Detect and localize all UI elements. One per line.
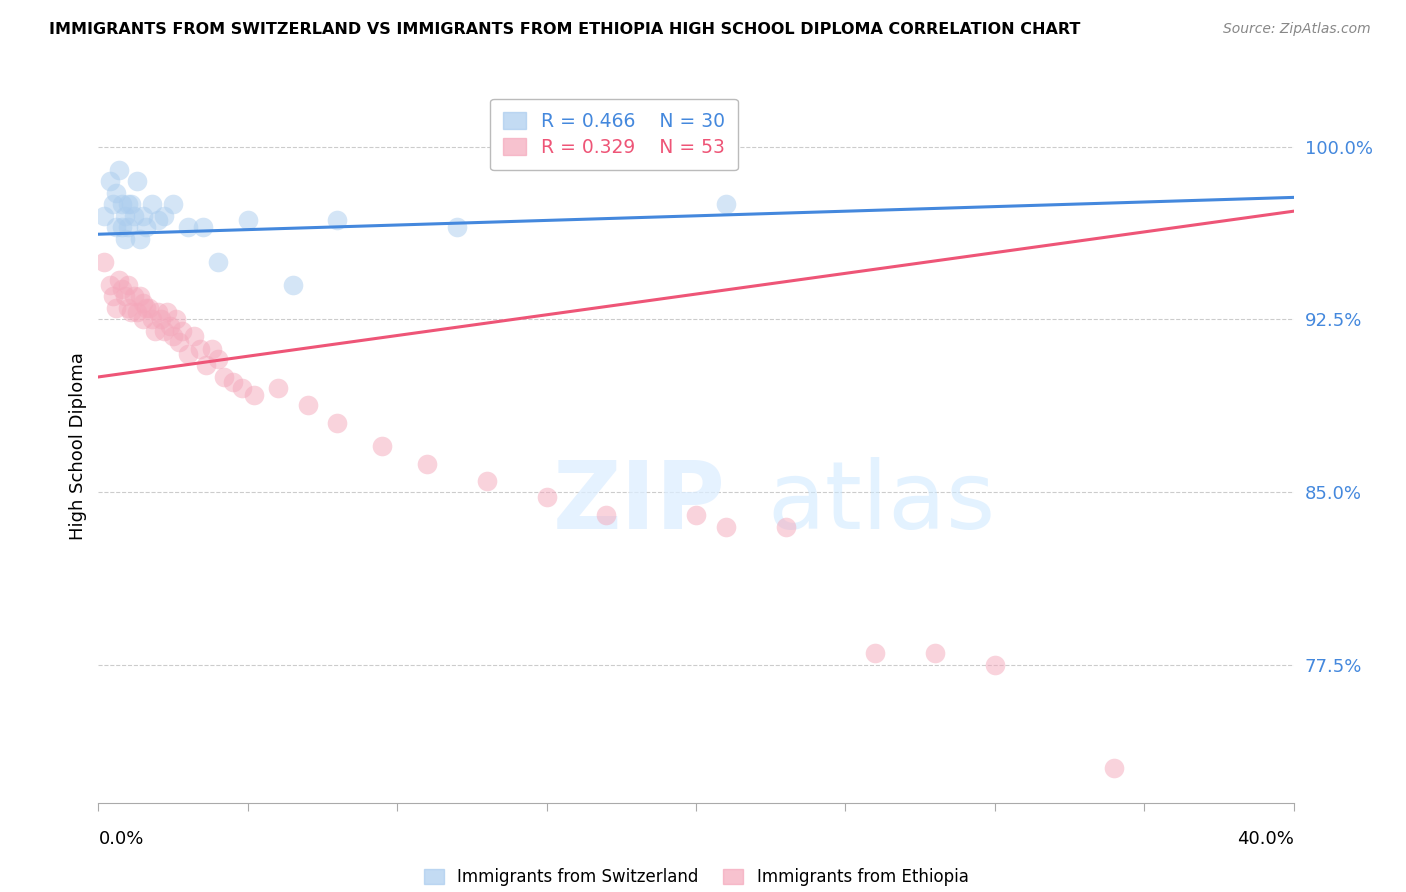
Point bbox=[153, 209, 176, 223]
Point bbox=[108, 162, 131, 177]
Point bbox=[236, 213, 259, 227]
Point bbox=[135, 301, 157, 315]
Point bbox=[117, 277, 139, 292]
Point bbox=[105, 301, 128, 315]
Point bbox=[165, 312, 187, 326]
Point bbox=[1104, 761, 1126, 775]
Point bbox=[103, 289, 125, 303]
Point bbox=[243, 388, 266, 402]
Text: atlas: atlas bbox=[768, 457, 995, 549]
Point bbox=[191, 220, 214, 235]
Point bbox=[714, 519, 737, 533]
Point bbox=[111, 283, 134, 297]
Point bbox=[117, 197, 139, 211]
Point bbox=[162, 197, 184, 211]
Point bbox=[129, 232, 152, 246]
Point bbox=[167, 335, 190, 350]
Point bbox=[162, 328, 184, 343]
Point bbox=[132, 296, 155, 310]
Point bbox=[984, 657, 1007, 672]
Point bbox=[212, 370, 235, 384]
Point bbox=[188, 343, 211, 357]
Point bbox=[201, 343, 224, 357]
Point bbox=[326, 213, 349, 227]
Point bbox=[143, 324, 166, 338]
Point bbox=[159, 319, 181, 334]
Point bbox=[120, 305, 142, 319]
Point bbox=[111, 197, 134, 211]
Point bbox=[120, 197, 142, 211]
Point bbox=[195, 359, 218, 373]
Legend: Immigrants from Switzerland, Immigrants from Ethiopia: Immigrants from Switzerland, Immigrants … bbox=[416, 861, 976, 892]
Text: IMMIGRANTS FROM SWITZERLAND VS IMMIGRANTS FROM ETHIOPIA HIGH SCHOOL DIPLOMA CORR: IMMIGRANTS FROM SWITZERLAND VS IMMIGRANT… bbox=[49, 22, 1081, 37]
Point bbox=[93, 209, 115, 223]
Point bbox=[207, 351, 229, 366]
Point bbox=[138, 301, 160, 315]
Point bbox=[105, 186, 128, 200]
Point bbox=[117, 220, 139, 235]
Point bbox=[231, 381, 253, 395]
Text: Source: ZipAtlas.com: Source: ZipAtlas.com bbox=[1223, 22, 1371, 37]
Point bbox=[98, 277, 122, 292]
Point bbox=[127, 174, 149, 188]
Point bbox=[475, 474, 498, 488]
Point bbox=[105, 220, 128, 235]
Point bbox=[127, 305, 149, 319]
Point bbox=[177, 220, 200, 235]
Point bbox=[114, 209, 136, 223]
Point bbox=[117, 301, 139, 315]
Point bbox=[207, 255, 229, 269]
Point bbox=[111, 220, 134, 235]
Point bbox=[446, 220, 468, 235]
Point bbox=[150, 312, 173, 326]
Y-axis label: High School Diploma: High School Diploma bbox=[69, 352, 87, 540]
Point bbox=[124, 209, 146, 223]
Point bbox=[129, 289, 152, 303]
Point bbox=[865, 646, 887, 660]
Text: 40.0%: 40.0% bbox=[1237, 830, 1294, 848]
Point bbox=[156, 305, 179, 319]
Point bbox=[103, 197, 125, 211]
Point bbox=[132, 312, 155, 326]
Point bbox=[281, 277, 304, 292]
Point bbox=[267, 381, 290, 395]
Point bbox=[108, 273, 131, 287]
Point bbox=[141, 312, 163, 326]
Point bbox=[177, 347, 200, 361]
Text: ZIP: ZIP bbox=[553, 457, 725, 549]
Point bbox=[124, 289, 146, 303]
Text: 0.0%: 0.0% bbox=[98, 830, 143, 848]
Point bbox=[297, 398, 319, 412]
Point bbox=[685, 508, 707, 522]
Point bbox=[148, 305, 170, 319]
Point bbox=[98, 174, 122, 188]
Point bbox=[148, 213, 170, 227]
Point bbox=[714, 197, 737, 211]
Point bbox=[114, 289, 136, 303]
Point bbox=[326, 416, 349, 430]
Point bbox=[93, 255, 115, 269]
Point bbox=[141, 197, 163, 211]
Point bbox=[172, 324, 194, 338]
Point bbox=[775, 519, 797, 533]
Point bbox=[114, 232, 136, 246]
Point bbox=[595, 508, 617, 522]
Point bbox=[135, 220, 157, 235]
Point bbox=[536, 490, 558, 504]
Point bbox=[132, 209, 155, 223]
Point bbox=[416, 458, 439, 472]
Point bbox=[222, 375, 245, 389]
Point bbox=[371, 439, 394, 453]
Point bbox=[924, 646, 946, 660]
Point bbox=[183, 328, 205, 343]
Point bbox=[153, 324, 176, 338]
